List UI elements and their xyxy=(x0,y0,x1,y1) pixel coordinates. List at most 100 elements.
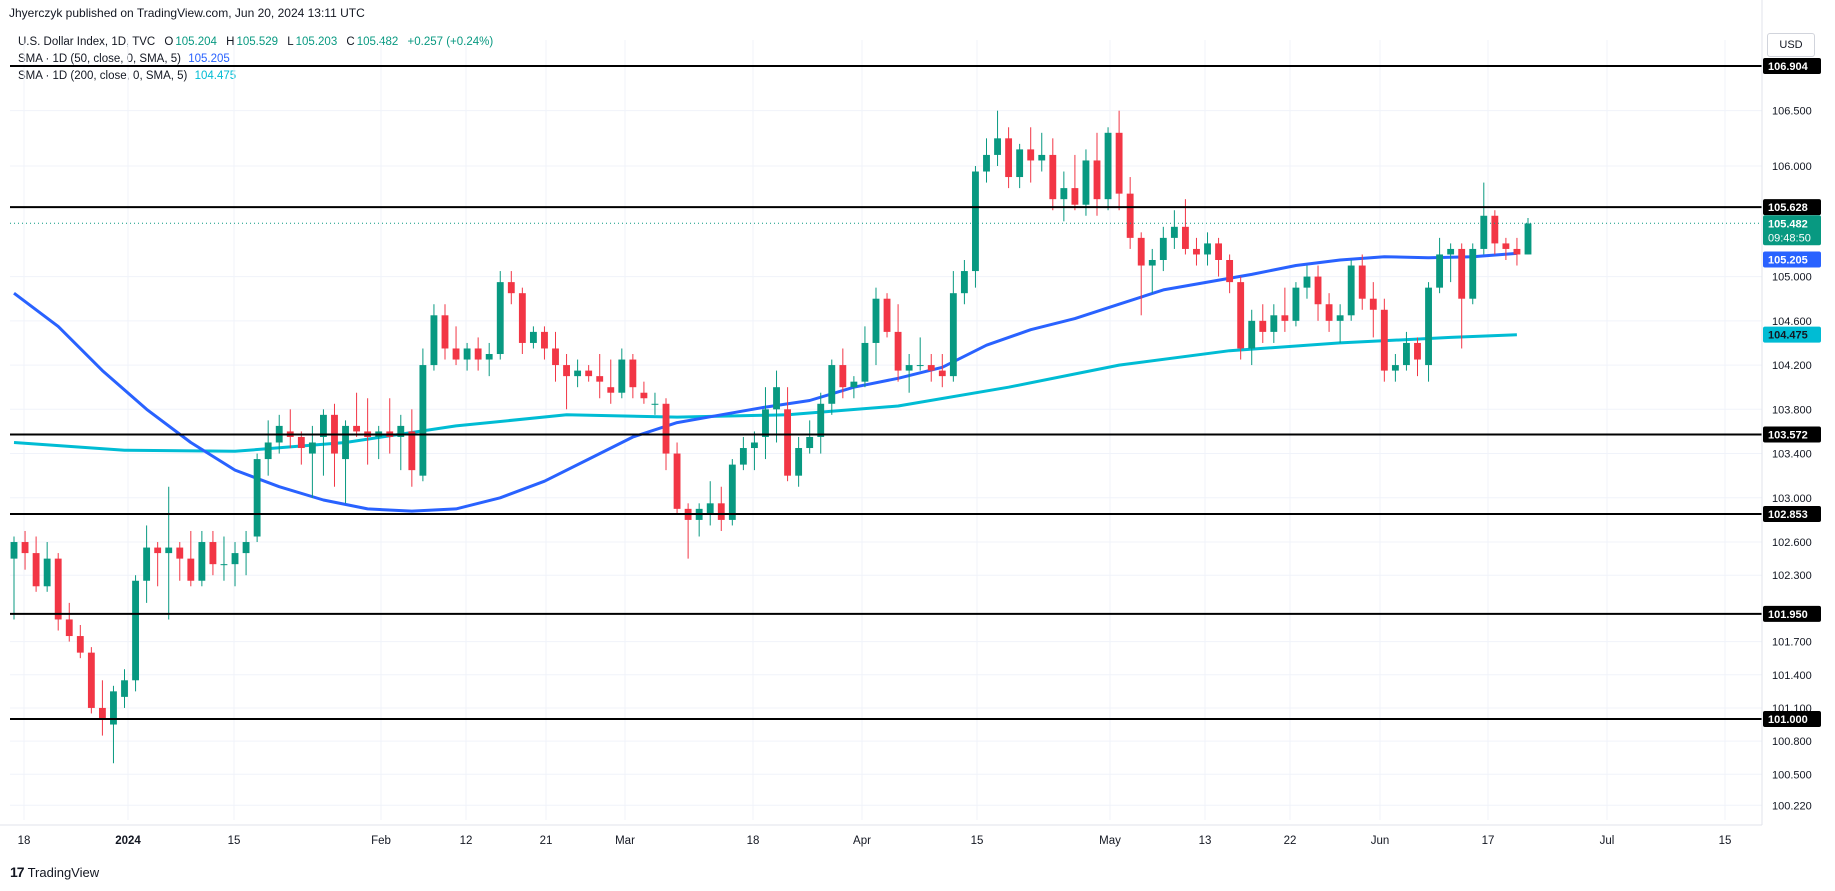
candle-body xyxy=(452,348,460,360)
candle-body xyxy=(1148,259,1156,266)
sma50-label: SMA · 1D (50, close, 0, SMA, 5) xyxy=(18,53,181,65)
time-axis[interactable]: 18 2024 15 Feb 12 21 Mar 18 Apr 15 May 13 22 Jun 17 Jul… xyxy=(0,824,1762,847)
sma200-value: 104.475 xyxy=(194,70,237,82)
price-tick-label: 105.000 xyxy=(1772,272,1812,284)
candle-body xyxy=(750,442,758,449)
candle-body xyxy=(474,348,482,360)
symbol-label: U.S. Dollar Index, 1D, TVC xyxy=(18,36,156,48)
candle-body xyxy=(1115,132,1123,194)
candle-body xyxy=(640,392,648,399)
horizontal-levels[interactable] xyxy=(10,65,1762,720)
time-tick-label: Feb xyxy=(371,835,391,847)
candle-body xyxy=(894,331,902,371)
level-price-label: 105.628 xyxy=(1768,202,1808,214)
sma50-value: 105.205 xyxy=(188,53,230,65)
candle-body xyxy=(485,354,493,360)
time-tick-label: Apr xyxy=(853,835,871,847)
candle-body xyxy=(983,154,990,172)
level-price-label: 102.853 xyxy=(1768,509,1808,521)
candle-body xyxy=(297,436,305,449)
level-price-label-bg xyxy=(1763,426,1821,443)
candle-body xyxy=(264,442,272,460)
tradingview-logo-icon: 17 xyxy=(10,864,25,880)
candle-body xyxy=(927,365,935,371)
candle-body xyxy=(1469,248,1477,299)
candle-body xyxy=(972,171,979,272)
candle-body xyxy=(1369,298,1377,310)
candle-body xyxy=(209,542,217,565)
price-axis[interactable]: 106.500 106.000 105.000 104.600 104.200 103.8… xyxy=(1761,0,1812,825)
candle-body xyxy=(1358,265,1366,299)
candle-body xyxy=(839,365,847,388)
candle-body xyxy=(353,425,361,432)
candle-body xyxy=(1215,243,1222,260)
price-tick-label: 100.220 xyxy=(1772,800,1812,812)
level-price-label-bg xyxy=(1763,506,1821,523)
time-tick-label: 15 xyxy=(228,835,241,847)
candle-body xyxy=(518,293,526,343)
candle-body xyxy=(1447,248,1455,255)
candle-body xyxy=(65,619,73,637)
price-tick-label: 103.800 xyxy=(1772,404,1812,416)
candle-body xyxy=(529,331,537,343)
candle-body xyxy=(198,542,206,581)
candle-body xyxy=(76,636,84,653)
candle-body xyxy=(253,459,261,537)
candle-body xyxy=(651,403,659,405)
candle-body xyxy=(10,542,18,559)
time-tick-label: 18 xyxy=(18,835,31,847)
level-price-label: 101.000 xyxy=(1768,714,1808,726)
candle-body xyxy=(1204,243,1211,255)
price-tick-label: 106.000 xyxy=(1772,161,1812,173)
candle-body xyxy=(419,365,427,476)
candle-body xyxy=(1181,226,1189,249)
candle-body xyxy=(342,425,349,460)
candle-body xyxy=(308,442,316,454)
candle-body xyxy=(154,547,162,554)
candle-body xyxy=(762,409,769,437)
candle-body xyxy=(784,409,792,476)
candle-body xyxy=(1425,287,1432,366)
candle-body xyxy=(574,370,582,377)
sma200-axis-label: 104.475 xyxy=(1768,330,1808,342)
candle-body xyxy=(1170,226,1178,238)
candle-body xyxy=(1237,282,1245,349)
high-label: H xyxy=(226,36,235,48)
low-label: L xyxy=(287,36,294,48)
brand-footer[interactable]: 17 TradingView xyxy=(10,864,99,880)
candle-body xyxy=(441,315,449,349)
time-tick-label: 17 xyxy=(1482,835,1495,847)
candle-body xyxy=(1060,188,1068,200)
candle-body xyxy=(541,331,548,349)
candle-body xyxy=(397,425,405,437)
candle-body xyxy=(1281,315,1289,321)
candles xyxy=(10,110,1532,764)
price-tick-label: 104.600 xyxy=(1772,316,1812,328)
candle-body xyxy=(1458,248,1466,299)
candle-body xyxy=(1259,320,1267,332)
candle-body xyxy=(110,691,117,725)
price-tick-label: 100.500 xyxy=(1772,769,1812,781)
close-label: C xyxy=(346,36,355,48)
candle-body xyxy=(1292,287,1300,321)
last-price-bg xyxy=(1763,215,1821,246)
candle-body xyxy=(1380,309,1388,371)
sma200-label: SMA · 1D (200, close, 0, SMA, 5) xyxy=(18,70,188,82)
candle-body xyxy=(54,558,62,620)
candle-body xyxy=(607,387,615,393)
level-price-label: 106.904 xyxy=(1768,61,1809,73)
candle-body xyxy=(596,376,604,382)
time-tick-label: 18 xyxy=(747,835,760,847)
currency-button[interactable]: USD xyxy=(1767,33,1815,57)
chart-legend: U.S. Dollar Index, 1D, TVC O 105.204 H 105… xyxy=(18,34,493,85)
price-tick-label: 101.400 xyxy=(1772,670,1812,682)
candle-body xyxy=(1093,160,1101,200)
candle-body xyxy=(1336,315,1344,321)
candle-body xyxy=(1226,259,1234,283)
candle-body xyxy=(1159,237,1167,260)
time-tick-label: 12 xyxy=(460,835,473,847)
candle-body xyxy=(320,414,327,437)
time-tick-label: 15 xyxy=(1719,835,1732,847)
time-tick-label: 22 xyxy=(1284,835,1297,847)
